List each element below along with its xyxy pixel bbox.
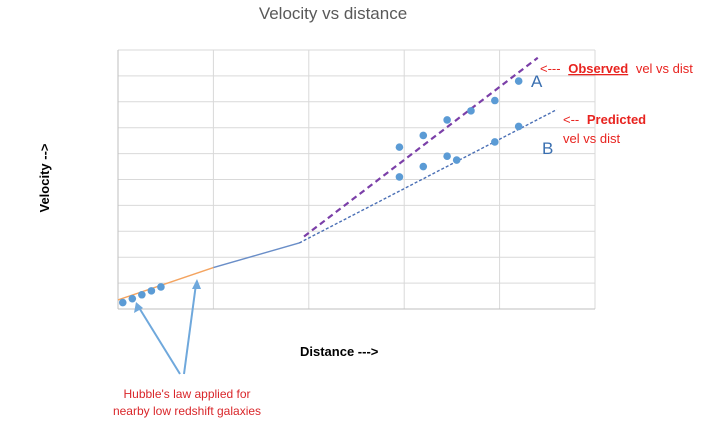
trend-line-dashed-blue <box>298 108 558 244</box>
gridlines <box>118 49 596 309</box>
data-point <box>467 107 475 115</box>
data-point <box>443 116 451 124</box>
arrowhead-hubble-line <box>192 279 201 289</box>
data-point <box>452 156 461 164</box>
data-point <box>491 138 499 146</box>
data-point <box>514 122 523 131</box>
data-point <box>443 152 451 160</box>
data-point <box>138 290 146 299</box>
data-point <box>118 298 127 307</box>
observed-word: Observed <box>568 61 628 76</box>
axes <box>117 50 595 310</box>
arrowhead-low-points <box>134 302 143 313</box>
arrow-to-low-points <box>137 305 181 375</box>
data-point <box>419 162 428 171</box>
y-axis-title: Velocity --> <box>37 143 52 212</box>
label-b: B <box>542 139 553 158</box>
observed-suffix: vel vs dist <box>636 61 693 76</box>
predicted-line2: vel vs dist <box>563 131 620 146</box>
trend-lines <box>117 56 558 301</box>
hubble-arrows <box>134 279 201 375</box>
data-point <box>419 131 428 140</box>
arrow-to-hubble-line <box>183 283 197 375</box>
trend-line-solid-blue <box>213 242 300 269</box>
trend-line-solid-orange <box>117 266 214 301</box>
x-axis-title: Distance ---> <box>300 344 379 359</box>
trend-line-dashed-purple <box>303 56 539 238</box>
data-point <box>395 143 404 151</box>
observed-arrow-text: <--- <box>540 61 561 76</box>
data-point <box>147 287 156 295</box>
chart-title: Velocity vs distance <box>259 4 407 23</box>
data-points <box>118 77 523 307</box>
data-point <box>128 294 137 303</box>
predicted-arrow-text: <-- <box>563 112 579 127</box>
hubble-note-line2: nearby low redshift galaxies <box>113 404 261 418</box>
data-point <box>395 173 404 181</box>
hubble-note-line1: Hubble's law applied for <box>123 387 250 401</box>
data-point <box>157 283 165 291</box>
observed-annotation: <--- Observed vel vs dist <box>540 61 693 76</box>
predicted-word: Predicted <box>587 112 646 127</box>
predicted-annotation: <-- Predicted <box>563 112 646 127</box>
data-point <box>514 77 523 85</box>
data-point <box>491 96 499 105</box>
label-a: A <box>531 72 543 91</box>
